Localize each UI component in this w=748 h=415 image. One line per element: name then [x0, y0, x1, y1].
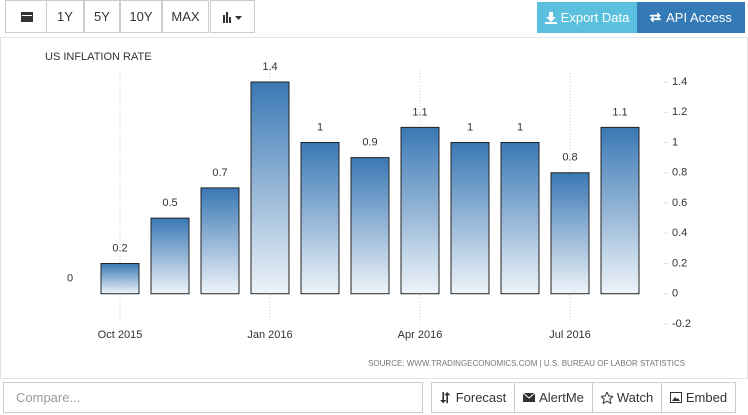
footer-button[interactable]: Watch	[592, 382, 662, 413]
button-label: Watch	[616, 390, 654, 405]
button-label: MAX	[171, 9, 200, 24]
source: SOURCE: WWW.TRADINGECONOMICS.COM | U.S. …	[368, 359, 685, 368]
export-label: Export Data	[560, 10, 630, 25]
download-icon	[544, 11, 557, 24]
bar	[100, 263, 140, 295]
bar	[250, 81, 290, 295]
y-tick-label: 0.6	[672, 197, 687, 209]
y-tick-label: 0.8	[672, 167, 687, 179]
footer-button[interactable]: Forecast	[431, 382, 515, 413]
button-label: 1Y	[57, 9, 73, 24]
bar	[400, 126, 440, 295]
bar	[300, 142, 340, 295]
bar	[200, 187, 240, 295]
button-icon	[439, 391, 451, 403]
value-label: 1.1	[412, 106, 427, 118]
button-label: Embed	[685, 390, 728, 405]
calendar-icon	[20, 12, 33, 22]
bar	[450, 142, 490, 295]
x-tick-label: Jul 2016	[549, 329, 591, 341]
api-button[interactable]: API Access	[637, 2, 745, 33]
range-button[interactable]: 10Y	[120, 0, 162, 33]
value-label: 1.4	[262, 61, 277, 73]
y-tick-label: -0.2	[672, 318, 691, 330]
y-tick-label: 0.4	[672, 227, 687, 239]
footer-button[interactable]: AlertMe	[514, 382, 593, 413]
x-tick-label: Oct 2015	[98, 329, 143, 341]
button-label: 5Y	[94, 9, 110, 24]
value-label: 0.5	[162, 197, 177, 209]
compare-input[interactable]: Compare...	[3, 382, 423, 413]
button-icon	[600, 391, 613, 404]
chart-title: US INFLATION RATE	[45, 51, 152, 63]
y-tick-label: 1	[672, 136, 678, 148]
y-tick-label: 0.2	[672, 257, 687, 269]
bar	[500, 142, 540, 295]
value-label: 1	[467, 121, 473, 133]
y-tick-label: 0	[672, 288, 678, 300]
chart-type-icon	[222, 11, 242, 23]
chart-type-button[interactable]	[210, 0, 255, 33]
value-label: 1	[517, 121, 523, 133]
x-tick-label: Apr 2016	[398, 329, 443, 341]
range-button[interactable]: MAX	[162, 0, 209, 33]
button-label: AlertMe	[539, 390, 584, 405]
compare-placeholder: Compare...	[16, 390, 81, 405]
bar	[350, 157, 390, 295]
y-tick-label: 1.4	[672, 76, 687, 88]
bar	[600, 126, 640, 295]
value-label: 0.9	[362, 137, 377, 149]
range-button[interactable]: 1Y	[46, 0, 84, 33]
value-label: 1.1	[612, 106, 627, 118]
y-tick-label: 1.2	[672, 106, 687, 118]
value-label: 0.7	[212, 167, 227, 179]
button-icon	[669, 391, 682, 403]
footer-button[interactable]: Embed	[661, 382, 736, 413]
export-button[interactable]: Export Data	[537, 2, 637, 33]
x-tick-label: Jan 2016	[247, 329, 292, 341]
calendar-button[interactable]	[5, 0, 48, 33]
value-label: 0.2	[112, 242, 127, 254]
value-label: 0.8	[562, 152, 577, 164]
button-label: Forecast	[455, 390, 507, 405]
button-label: 10Y	[129, 9, 153, 24]
api-label: API Access	[666, 10, 732, 25]
button-icon	[523, 392, 536, 402]
bar	[150, 217, 190, 295]
exchange-icon	[650, 11, 661, 23]
value-label: 1	[317, 121, 323, 133]
bar	[550, 172, 590, 295]
value-label: 0	[67, 273, 73, 285]
range-button[interactable]: 5Y	[84, 0, 120, 33]
